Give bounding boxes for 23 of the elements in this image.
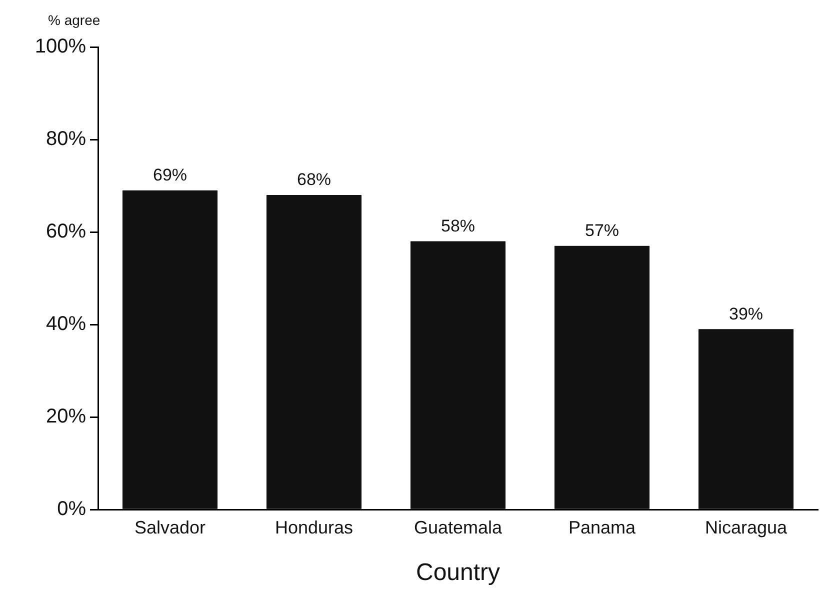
data-label: 58% — [440, 216, 476, 236]
data-label: 69% — [152, 166, 188, 185]
data-label: 68% — [296, 170, 332, 190]
x-tick-label: Honduras — [274, 517, 354, 538]
data-label: 39% — [728, 304, 764, 324]
y-tick-label: 60% — [46, 220, 86, 243]
y-tick-label: 20% — [46, 406, 86, 428]
y-tick-label: 0% — [57, 498, 86, 520]
bar — [698, 329, 794, 509]
x-tick-label: Panama — [568, 517, 637, 538]
data-label: 57% — [584, 221, 620, 240]
x-tick-label: Nicaragua — [704, 517, 788, 538]
y-axis-title: % agree — [48, 12, 100, 28]
y-tick-label: 100% — [34, 36, 86, 58]
x-tick-label: Salvador — [134, 517, 206, 538]
x-axis-title: Country — [416, 559, 500, 586]
bar — [122, 190, 218, 509]
x-tick-label: Guatemala — [414, 517, 504, 538]
bar — [554, 246, 650, 509]
bar — [410, 241, 506, 509]
y-tick-label: 80% — [46, 128, 86, 150]
bar — [266, 195, 362, 509]
y-tick-label: 40% — [46, 313, 86, 336]
